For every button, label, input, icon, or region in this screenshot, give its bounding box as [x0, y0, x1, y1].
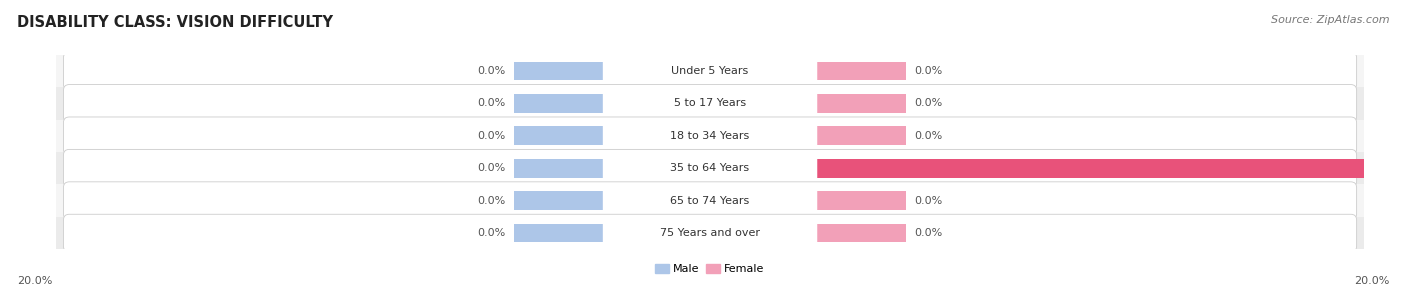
Text: 0.0%: 0.0% [478, 228, 506, 238]
Bar [814, 61, 907, 80]
FancyBboxPatch shape [603, 189, 817, 212]
Text: 18 to 34 Years: 18 to 34 Years [671, 131, 749, 141]
FancyBboxPatch shape [63, 149, 1357, 187]
FancyBboxPatch shape [603, 221, 817, 245]
Text: 0.0%: 0.0% [914, 196, 942, 206]
Bar [814, 224, 907, 243]
Text: 0.0%: 0.0% [914, 66, 942, 76]
Bar [814, 159, 1406, 178]
Bar [515, 61, 606, 80]
FancyBboxPatch shape [63, 182, 1357, 219]
Text: 75 Years and over: 75 Years and over [659, 228, 761, 238]
Text: 65 to 74 Years: 65 to 74 Years [671, 196, 749, 206]
FancyBboxPatch shape [603, 156, 817, 180]
Bar [56, 87, 1364, 119]
Text: Source: ZipAtlas.com: Source: ZipAtlas.com [1271, 15, 1389, 25]
Text: 0.0%: 0.0% [478, 98, 506, 108]
Text: 0.0%: 0.0% [478, 131, 506, 141]
Bar [515, 94, 606, 113]
FancyBboxPatch shape [63, 117, 1357, 155]
Text: 5 to 17 Years: 5 to 17 Years [673, 98, 747, 108]
Text: 0.0%: 0.0% [478, 66, 506, 76]
Bar [515, 191, 606, 210]
Bar [56, 119, 1364, 152]
Bar [515, 126, 606, 145]
Bar [814, 191, 907, 210]
FancyBboxPatch shape [63, 85, 1357, 122]
Bar [56, 55, 1364, 87]
FancyBboxPatch shape [603, 92, 817, 115]
Bar [814, 126, 907, 145]
Text: 0.0%: 0.0% [478, 163, 506, 173]
FancyBboxPatch shape [63, 214, 1357, 252]
Bar [515, 224, 606, 243]
Text: 35 to 64 Years: 35 to 64 Years [671, 163, 749, 173]
FancyBboxPatch shape [63, 52, 1357, 90]
Text: 20.0%: 20.0% [17, 276, 52, 286]
Legend: Male, Female: Male, Female [651, 259, 769, 279]
Bar [56, 185, 1364, 217]
FancyBboxPatch shape [603, 124, 817, 148]
Text: 0.0%: 0.0% [478, 196, 506, 206]
Text: DISABILITY CLASS: VISION DIFFICULTY: DISABILITY CLASS: VISION DIFFICULTY [17, 15, 333, 30]
Text: Under 5 Years: Under 5 Years [672, 66, 748, 76]
Text: 0.0%: 0.0% [914, 131, 942, 141]
Text: 20.0%: 20.0% [1354, 276, 1389, 286]
Bar [56, 217, 1364, 249]
Text: 0.0%: 0.0% [914, 228, 942, 238]
Bar [515, 159, 606, 178]
Bar [814, 94, 907, 113]
Text: 0.0%: 0.0% [914, 98, 942, 108]
FancyBboxPatch shape [603, 59, 817, 83]
Bar [56, 152, 1364, 185]
